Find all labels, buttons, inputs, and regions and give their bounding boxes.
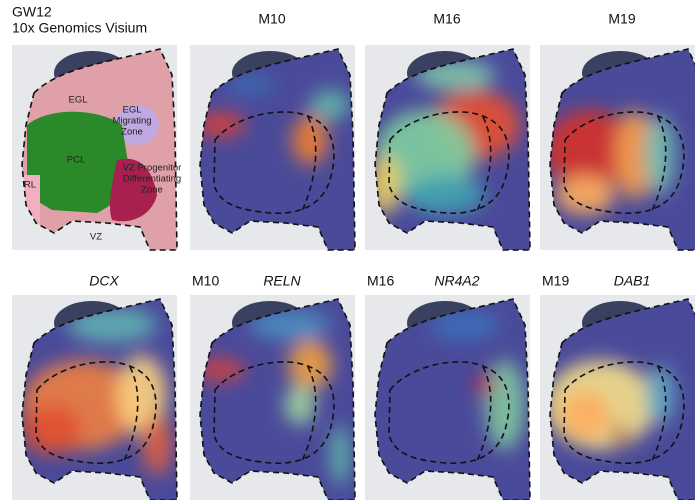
anatomy-label: EGL xyxy=(68,95,87,106)
panel xyxy=(12,295,177,500)
panel-gene-label: DCX xyxy=(89,273,119,289)
panel xyxy=(540,45,695,250)
panel-title: M10 xyxy=(258,11,285,27)
anatomy-label: VZ xyxy=(90,232,102,243)
expression-hotspot xyxy=(330,425,350,485)
expression-hotspot xyxy=(645,365,675,425)
header-title: GW12 xyxy=(12,4,52,20)
panel-module-label: M16 xyxy=(367,273,394,289)
panel xyxy=(365,295,530,500)
panel-gene-label: NR4A2 xyxy=(434,273,479,289)
panel xyxy=(540,295,695,500)
panel-module-label: M19 xyxy=(542,273,569,289)
figure: GW12 10x Genomics Visium EGLEGLMigrating… xyxy=(0,0,695,500)
anatomy-label: PCL xyxy=(67,155,85,166)
expression-hotspot xyxy=(485,360,525,450)
anatomy-label: Differentiating xyxy=(123,174,181,185)
anatomy-label: EGL xyxy=(122,105,141,116)
expression-hotspot xyxy=(310,90,350,120)
anatomy-label: Zone xyxy=(141,185,163,196)
expression-hotspot xyxy=(142,415,172,475)
panel-gene-label: DAB1 xyxy=(614,273,651,289)
panel xyxy=(365,45,530,250)
panel-title: M19 xyxy=(608,11,635,27)
expression-hotspot xyxy=(288,340,332,390)
expression-hotspot xyxy=(614,423,626,447)
expression-hotspot xyxy=(560,390,610,440)
expression-hotspot xyxy=(645,115,675,195)
expression-hotspot xyxy=(405,175,485,215)
expression-hotspot xyxy=(285,385,315,425)
expression-hotspot xyxy=(475,373,495,397)
panel-title: M16 xyxy=(433,11,460,27)
expression-hotspot xyxy=(22,405,82,455)
panel xyxy=(12,45,177,250)
panel xyxy=(190,45,355,250)
panel-gene-label: RELN xyxy=(263,273,301,289)
panel xyxy=(190,295,355,500)
anatomy-label: Zone xyxy=(121,127,143,138)
anatomy-label: RL xyxy=(24,180,36,191)
header-subtitle: 10x Genomics Visium xyxy=(12,20,147,36)
panel-module-label: M10 xyxy=(192,273,219,289)
anatomy-label: VZ Progenitor xyxy=(123,163,182,174)
anatomy-label: Migrating xyxy=(112,116,151,127)
